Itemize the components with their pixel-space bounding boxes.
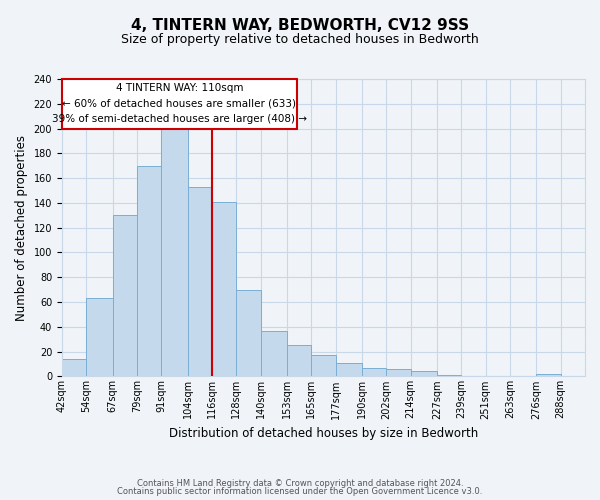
Bar	[335, 363, 362, 376]
Text: Size of property relative to detached houses in Bedworth: Size of property relative to detached ho…	[121, 32, 479, 46]
Bar	[437, 375, 461, 376]
FancyBboxPatch shape	[62, 79, 297, 128]
Text: 4, TINTERN WAY, BEDWORTH, CV12 9SS: 4, TINTERN WAY, BEDWORTH, CV12 9SS	[131, 18, 469, 32]
Bar	[212, 202, 236, 376]
Bar	[386, 369, 410, 376]
X-axis label: Distribution of detached houses by size in Bedworth: Distribution of detached houses by size …	[169, 427, 478, 440]
Bar	[161, 128, 188, 376]
Bar	[137, 166, 161, 376]
Y-axis label: Number of detached properties: Number of detached properties	[15, 134, 28, 320]
Bar	[287, 346, 311, 376]
Bar	[62, 359, 86, 376]
Bar	[236, 290, 260, 376]
Text: Contains public sector information licensed under the Open Government Licence v3: Contains public sector information licen…	[118, 487, 482, 496]
Bar	[113, 216, 137, 376]
Text: 4 TINTERN WAY: 110sqm
← 60% of detached houses are smaller (633)
39% of semi-det: 4 TINTERN WAY: 110sqm ← 60% of detached …	[52, 83, 307, 124]
Text: Contains HM Land Registry data © Crown copyright and database right 2024.: Contains HM Land Registry data © Crown c…	[137, 478, 463, 488]
Bar	[86, 298, 113, 376]
Bar	[188, 187, 212, 376]
Bar	[362, 368, 386, 376]
Bar	[536, 374, 560, 376]
Bar	[311, 356, 335, 376]
Bar	[260, 330, 287, 376]
Bar	[410, 372, 437, 376]
